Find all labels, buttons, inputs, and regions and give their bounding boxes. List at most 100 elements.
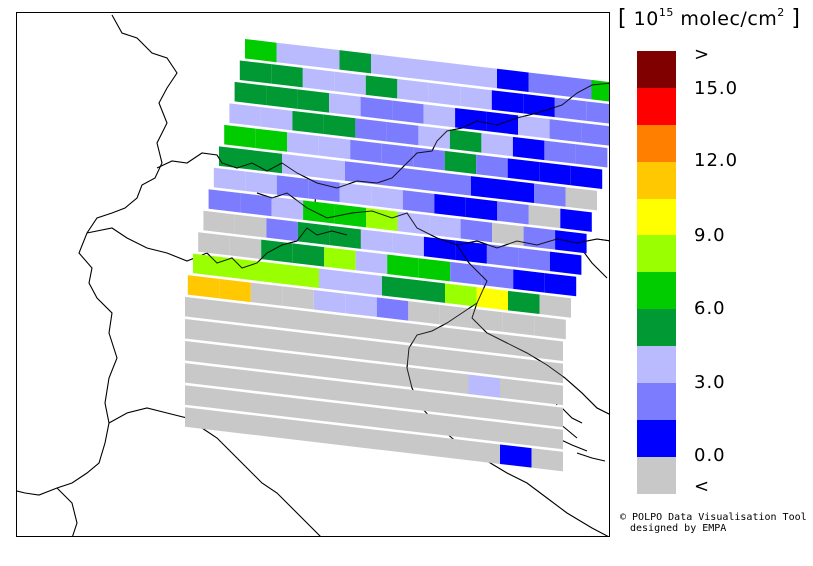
satellite-pixel	[371, 53, 403, 78]
satellite-pixel	[423, 104, 456, 128]
satellite-pixel	[405, 389, 437, 413]
map-panel	[16, 12, 610, 537]
satellite-pixel	[256, 261, 288, 285]
satellite-pixel	[497, 201, 529, 225]
satellite-pixel	[311, 355, 343, 380]
satellite-pixel	[544, 140, 576, 164]
satellite-pixel	[266, 85, 298, 109]
satellite-pixel	[423, 236, 456, 260]
color-legend	[637, 51, 676, 494]
satellite-pixel	[279, 352, 311, 376]
satellite-pixel	[486, 244, 519, 268]
satellite-pixel	[476, 287, 508, 311]
satellite-pixel	[185, 407, 217, 431]
credit-text: © POLPO Data Visualisation Tool designed…	[620, 512, 807, 534]
satellite-pixel	[570, 165, 603, 189]
satellite-pixel	[234, 81, 267, 106]
satellite-pixel	[418, 258, 451, 282]
satellite-pixel	[216, 322, 248, 346]
satellite-pixel	[271, 64, 303, 88]
satellite-pixel	[468, 418, 500, 442]
satellite-pixel	[345, 161, 377, 185]
satellite-pixel	[468, 374, 500, 398]
satellite-pixel	[245, 39, 277, 63]
satellite-pixel	[250, 282, 283, 306]
satellite-pixel	[216, 344, 248, 368]
satellite-pixel	[413, 279, 445, 303]
satellite-pixel	[193, 253, 225, 277]
satellite-pixel	[216, 300, 248, 324]
satellite-pixel	[534, 183, 566, 207]
satellite-pixel	[549, 119, 582, 143]
satellite-pixel	[434, 193, 466, 218]
satellite-pixel	[387, 254, 419, 278]
satellite-pixel	[491, 90, 524, 114]
satellite-pixel	[185, 385, 217, 409]
satellite-pixel	[339, 50, 371, 74]
satellite-pixel	[203, 210, 235, 234]
satellite-pixel	[324, 247, 356, 271]
satellite-pixel	[245, 171, 277, 195]
satellite-pixel	[342, 337, 374, 361]
satellite-pixel	[549, 251, 582, 275]
satellite-pixel	[429, 215, 461, 239]
satellite-pixel	[282, 286, 314, 310]
legend-swatch	[637, 124, 676, 162]
satellite-pixel	[248, 414, 280, 438]
satellite-pixel	[185, 341, 217, 365]
satellite-pixel	[500, 334, 532, 358]
satellite-pixel	[376, 164, 408, 189]
satellite-pixel	[437, 370, 469, 394]
satellite-pixel	[248, 348, 280, 372]
satellite-pixel	[405, 344, 437, 369]
satellite-pixel	[323, 114, 356, 138]
satellite-pixel	[523, 93, 555, 118]
satellite-pixel	[405, 411, 437, 435]
satellite-pixel	[531, 404, 563, 428]
legend-label: 9.0	[694, 225, 726, 246]
satellite-pixel	[455, 240, 487, 264]
satellite-pixel	[554, 97, 587, 121]
satellite-pixel	[292, 110, 324, 135]
legend-label: 0.0	[694, 445, 726, 466]
satellite-pixel	[437, 414, 469, 439]
satellite-pixel	[376, 297, 409, 321]
legend-swatch	[637, 346, 676, 384]
legend-swatch	[637, 456, 676, 494]
satellite-pixel	[481, 133, 513, 157]
satellite-pixel	[575, 144, 608, 168]
satellite-pixel	[481, 265, 514, 289]
satellite-pixel	[339, 182, 372, 206]
satellite-pixel	[282, 153, 314, 177]
legend-swatch	[637, 161, 676, 199]
satellite-pixel	[455, 107, 487, 132]
satellite-pixel	[350, 139, 382, 163]
satellite-pixel	[334, 204, 367, 228]
satellite-pixel	[360, 229, 393, 253]
satellite-pixel	[255, 128, 288, 152]
satellite-pixel	[539, 162, 571, 186]
satellite-pixel	[216, 366, 248, 391]
satellite-pixel	[468, 352, 500, 376]
map-canvas	[17, 14, 609, 536]
legend-swatch	[637, 87, 676, 125]
satellite-pixel	[279, 308, 311, 332]
satellite-pixel	[500, 400, 532, 424]
satellite-pixel	[276, 175, 309, 199]
satellite-pixel	[360, 96, 393, 121]
satellite-pixel	[408, 301, 440, 325]
satellite-pixel	[224, 124, 256, 149]
satellite-pixel	[303, 200, 335, 224]
units-label: [ 1015 molec/cm2 ]	[618, 6, 808, 31]
legend-swatch	[637, 419, 676, 457]
satellite-pixel	[329, 225, 361, 249]
satellite-pixel	[287, 132, 319, 156]
satellite-pixel	[544, 273, 577, 297]
satellite-pixel	[450, 261, 482, 286]
satellite-pixel	[229, 235, 262, 260]
satellite-pixel	[468, 440, 500, 464]
satellite-pixel-swaths	[185, 39, 609, 472]
satellite-pixel	[311, 422, 343, 446]
satellite-pixel	[439, 172, 471, 196]
satellite-pixel	[468, 396, 500, 420]
